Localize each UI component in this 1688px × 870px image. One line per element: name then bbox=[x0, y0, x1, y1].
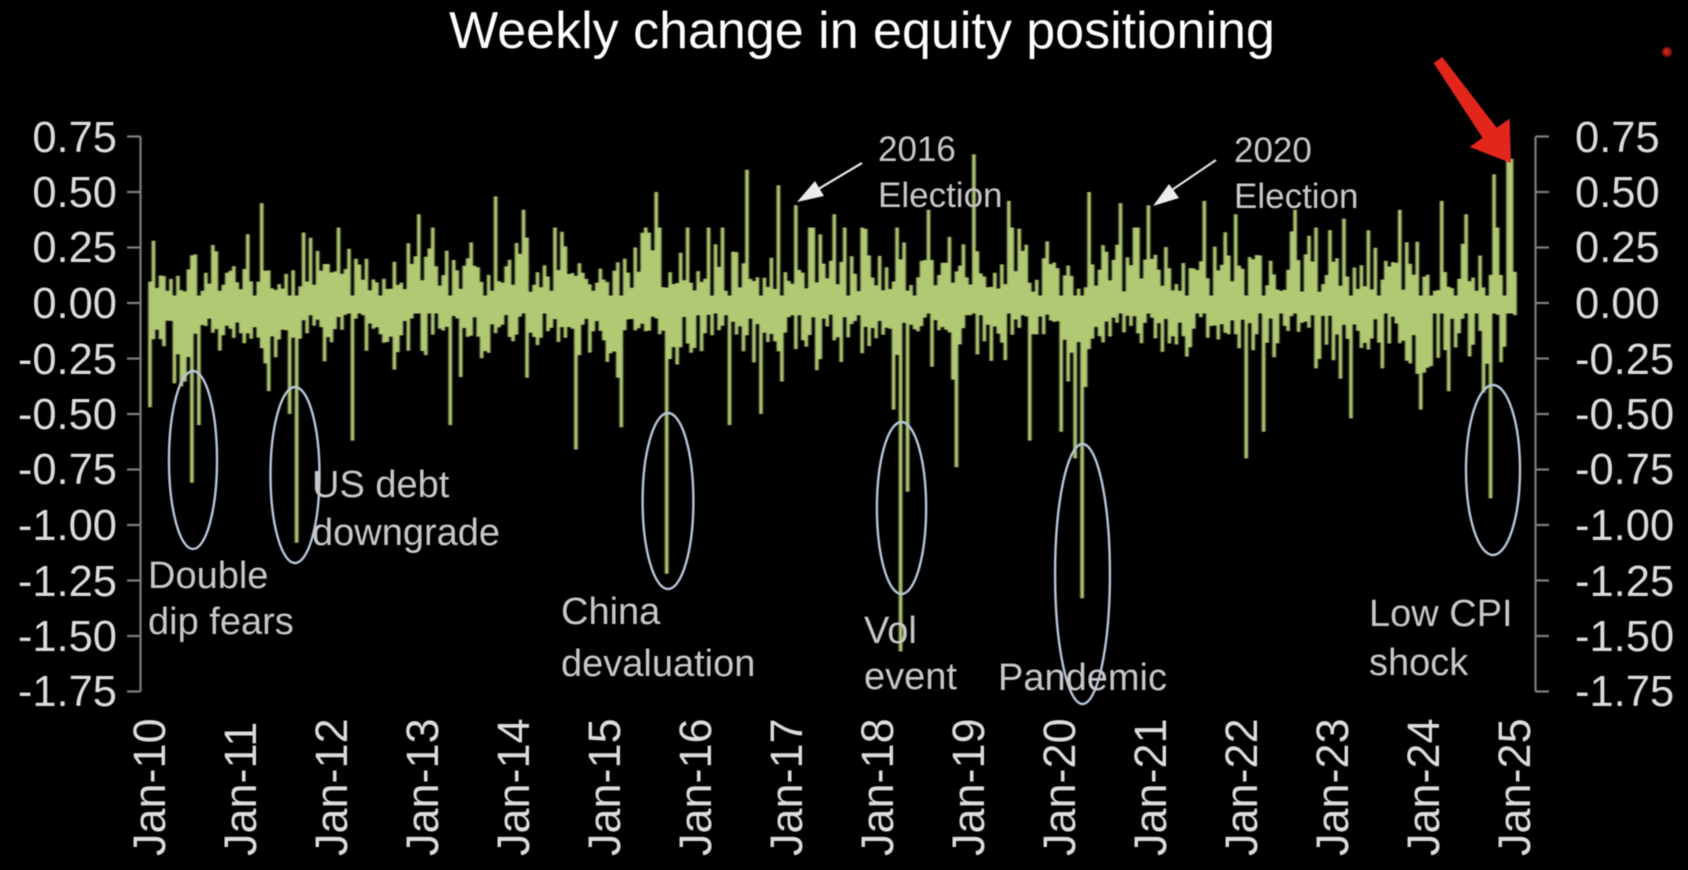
svg-text:-0.50: -0.50 bbox=[18, 391, 117, 439]
svg-text:Jan-10: Jan-10 bbox=[124, 718, 175, 856]
svg-text:-1.50: -1.50 bbox=[1575, 613, 1674, 661]
svg-text:Jan-24: Jan-24 bbox=[1398, 718, 1449, 856]
svg-text:0.75: 0.75 bbox=[1575, 114, 1660, 162]
svg-text:-0.25: -0.25 bbox=[1575, 336, 1674, 384]
svg-text:Jan-21: Jan-21 bbox=[1125, 718, 1176, 856]
svg-text:Jan-22: Jan-22 bbox=[1216, 718, 1267, 856]
svg-text:-1.75: -1.75 bbox=[1575, 668, 1674, 716]
svg-text:0.25: 0.25 bbox=[32, 224, 117, 272]
svg-text:downgrade: downgrade bbox=[312, 512, 500, 554]
svg-text:Jan-23: Jan-23 bbox=[1307, 718, 1358, 856]
svg-text:-1.25: -1.25 bbox=[18, 558, 117, 606]
svg-text:Election: Election bbox=[1234, 177, 1359, 216]
svg-text:0.00: 0.00 bbox=[1575, 280, 1660, 328]
svg-text:-1.00: -1.00 bbox=[1575, 502, 1674, 550]
svg-text:Jan-18: Jan-18 bbox=[852, 718, 903, 856]
svg-text:-0.50: -0.50 bbox=[1575, 391, 1674, 439]
svg-text:0.75: 0.75 bbox=[32, 114, 117, 162]
svg-text:Jan-14: Jan-14 bbox=[488, 718, 539, 856]
svg-text:Jan-19: Jan-19 bbox=[943, 718, 994, 856]
svg-text:-1.75: -1.75 bbox=[18, 668, 117, 716]
svg-text:-1.50: -1.50 bbox=[18, 613, 117, 661]
svg-text:Vol: Vol bbox=[864, 610, 917, 652]
svg-text:0.00: 0.00 bbox=[32, 280, 117, 328]
svg-text:-0.75: -0.75 bbox=[1575, 446, 1674, 494]
svg-text:Weekly change in equity positi: Weekly change in equity positioning bbox=[449, 2, 1275, 60]
svg-text:Jan-12: Jan-12 bbox=[306, 718, 357, 856]
svg-text:shock: shock bbox=[1369, 642, 1469, 684]
svg-text:Pandemic: Pandemic bbox=[998, 657, 1167, 699]
svg-text:devaluation: devaluation bbox=[561, 643, 755, 685]
svg-text:Jan-16: Jan-16 bbox=[670, 718, 721, 856]
svg-text:0.50: 0.50 bbox=[1575, 169, 1660, 217]
svg-text:Jan-11: Jan-11 bbox=[215, 722, 266, 856]
svg-text:-0.25: -0.25 bbox=[18, 336, 117, 384]
svg-text:-1.00: -1.00 bbox=[18, 502, 117, 550]
svg-text:Low CPI: Low CPI bbox=[1369, 593, 1513, 635]
svg-text:-1.25: -1.25 bbox=[1575, 558, 1674, 606]
svg-text:event: event bbox=[864, 656, 957, 698]
svg-text:Jan-20: Jan-20 bbox=[1034, 718, 1085, 856]
svg-text:Double: Double bbox=[148, 555, 268, 597]
svg-text:dip fears: dip fears bbox=[148, 601, 294, 643]
svg-text:2020: 2020 bbox=[1234, 131, 1312, 170]
svg-text:US debt: US debt bbox=[312, 464, 450, 506]
svg-text:China: China bbox=[561, 591, 661, 633]
svg-text:0.25: 0.25 bbox=[1575, 224, 1660, 272]
svg-text:Jan-15: Jan-15 bbox=[579, 718, 630, 856]
svg-text:-0.75: -0.75 bbox=[18, 446, 117, 494]
svg-text:Jan-13: Jan-13 bbox=[397, 718, 448, 856]
svg-text:Jan-17: Jan-17 bbox=[761, 718, 812, 856]
svg-text:0.50: 0.50 bbox=[32, 169, 117, 217]
svg-text:Election: Election bbox=[878, 176, 1003, 215]
svg-text:2016: 2016 bbox=[878, 130, 956, 169]
svg-text:Jan-25: Jan-25 bbox=[1489, 718, 1540, 856]
